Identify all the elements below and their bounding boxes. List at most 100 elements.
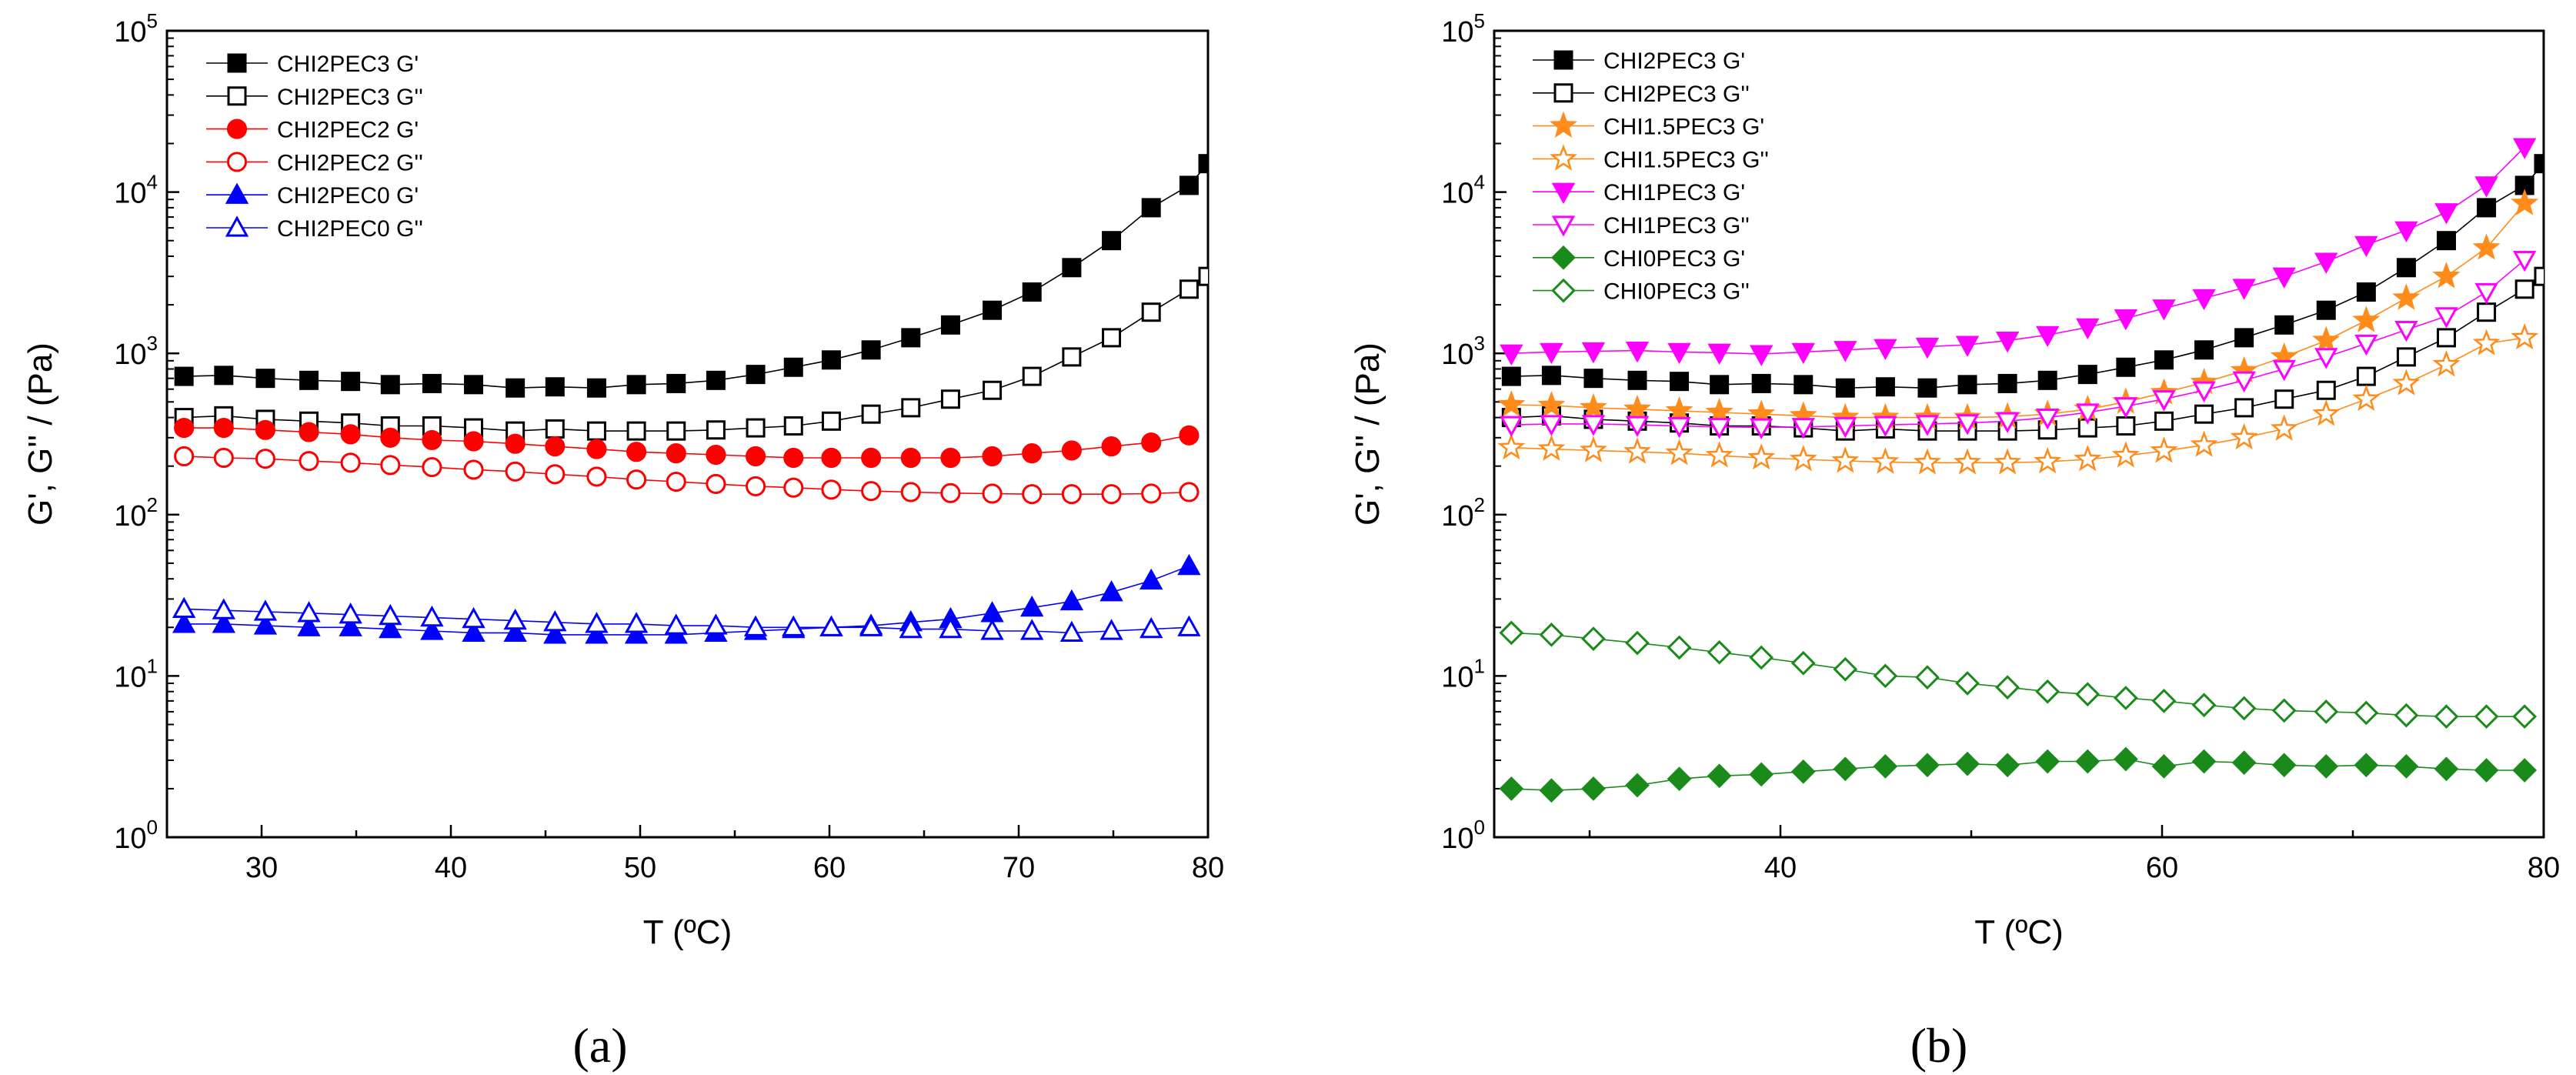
- data-point: [1020, 595, 1044, 617]
- legend-marker: [226, 119, 248, 139]
- legend-label: CHI0PEC3 G'': [1603, 279, 1750, 305]
- data-point: [172, 596, 196, 619]
- data-point: [341, 372, 361, 392]
- data-point: [1750, 418, 1774, 440]
- legend-marker: [1551, 182, 1576, 204]
- data-point: [819, 615, 843, 636]
- data-point: [2231, 750, 2257, 775]
- data-point: [2356, 366, 2376, 386]
- data-point: [2437, 231, 2457, 251]
- panel-label: (b): [1910, 1018, 1968, 1073]
- data-point: [1707, 639, 1732, 665]
- data-point: [1581, 626, 1606, 651]
- data-point: [1874, 416, 1897, 437]
- data-point: [2474, 176, 2498, 198]
- data-point: [1913, 448, 1941, 475]
- data-point: [983, 380, 1003, 400]
- x-tick-label: 60: [813, 852, 846, 884]
- data-point: [586, 439, 607, 459]
- data-point: [2234, 328, 2254, 348]
- x-tick-label: 40: [1764, 852, 1797, 884]
- data-point: [586, 378, 606, 398]
- data-point: [1020, 619, 1044, 640]
- data-point: [464, 375, 484, 395]
- data-point: [2392, 369, 2421, 396]
- data-point: [2194, 404, 2214, 424]
- data-point: [380, 375, 400, 395]
- data-point: [2234, 398, 2254, 418]
- data-point: [1177, 615, 1201, 636]
- data-point: [1667, 342, 1691, 365]
- y-tick-label: 101: [114, 654, 158, 693]
- data-point: [1062, 347, 1082, 367]
- series-line: [184, 275, 1208, 432]
- legend-label: CHI2PEC0 G'': [277, 216, 423, 242]
- data-point: [420, 619, 444, 640]
- data-point: [545, 419, 565, 439]
- data-point: [2356, 282, 2376, 302]
- data-point: [1627, 370, 1647, 390]
- data-point: [1141, 198, 1161, 218]
- series: [1501, 154, 2544, 398]
- data-point: [2396, 258, 2416, 278]
- data-point: [982, 446, 1003, 467]
- data-point: [1915, 665, 1940, 690]
- data-point: [2434, 307, 2458, 329]
- y-tick-label: 102: [1441, 493, 1485, 532]
- data-point: [2472, 233, 2501, 260]
- data-point: [2274, 389, 2294, 409]
- data-point: [2474, 758, 2499, 783]
- data-point: [2270, 414, 2298, 441]
- data-point: [1834, 341, 1857, 362]
- data-point: [2230, 422, 2258, 450]
- data-point: [1957, 375, 1977, 395]
- data-point: [543, 623, 567, 644]
- data-point: [255, 369, 275, 389]
- plot-frame: [1493, 29, 2545, 839]
- data-point: [2514, 279, 2534, 299]
- data-point: [2116, 416, 2136, 436]
- data-point: [2472, 329, 2501, 356]
- plot-area: [172, 154, 1208, 644]
- data-point: [1705, 441, 1733, 468]
- data-point: [2074, 445, 2102, 472]
- x-tick-label: 70: [1003, 852, 1035, 884]
- data-point: [1833, 756, 1858, 782]
- legend-marker: [225, 182, 249, 204]
- data-point: [2076, 403, 2100, 425]
- data-point: [586, 466, 607, 487]
- data-point: [1874, 339, 1897, 360]
- data-point: [2272, 267, 2296, 289]
- data-point: [503, 608, 527, 630]
- data-point: [706, 473, 726, 494]
- data-point: [2394, 221, 2418, 242]
- data-point: [1141, 483, 1162, 504]
- legend-marker: [1553, 83, 1573, 103]
- legend-label: CHI1PEC3 G': [1603, 180, 1745, 205]
- data-point: [1707, 763, 1732, 789]
- data-point: [1581, 415, 1606, 436]
- data-point: [2394, 320, 2418, 342]
- y-tick-label: 104: [114, 171, 158, 210]
- data-point: [2312, 399, 2341, 426]
- legend-marker: [1551, 278, 1576, 303]
- data-point: [2192, 289, 2216, 311]
- data-point: [1705, 398, 1733, 425]
- data-point: [2394, 703, 2419, 728]
- data-point: [299, 422, 319, 442]
- data-point: [422, 373, 442, 393]
- data-point: [2316, 300, 2336, 320]
- data-point: [1499, 776, 1524, 801]
- data-point: [2432, 262, 2461, 289]
- chart-panel-b: 40 60 80 100 101 102 103 104 105 T (ºC) G', G'' / …: [1349, 9, 2560, 1073]
- data-point: [586, 421, 606, 441]
- series-line: [1511, 632, 2525, 718]
- data-point: [1583, 369, 1603, 389]
- data-point: [340, 452, 361, 473]
- data-point: [1022, 443, 1043, 464]
- data-point: [2154, 411, 2174, 431]
- y-tick-label: 105: [114, 9, 158, 48]
- data-point: [506, 378, 526, 398]
- data-point: [2512, 704, 2538, 729]
- data-point: [2114, 397, 2138, 419]
